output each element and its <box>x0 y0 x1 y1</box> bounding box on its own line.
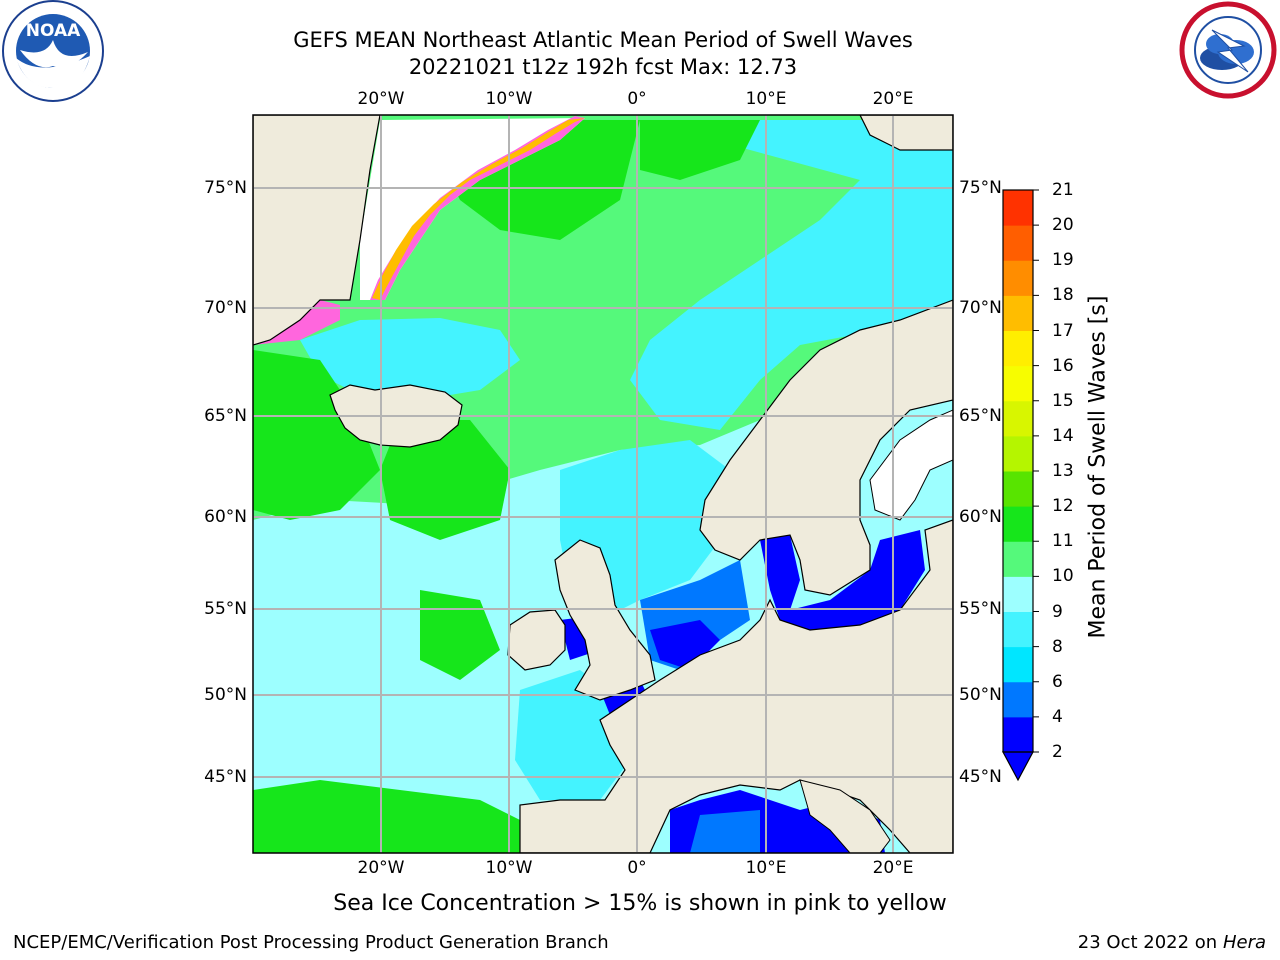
footer-date: 23 Oct 2022 on Hera <box>1078 932 1266 953</box>
colorbar-label: Mean Period of Swell Waves [s] <box>1085 295 1111 639</box>
lon-tick-top: 20°W <box>357 89 405 109</box>
colorbar-tick-label: 16 <box>1052 355 1074 376</box>
colorbar-segment <box>1003 260 1033 296</box>
lon-tick-bottom: 20°W <box>357 858 405 878</box>
colorbar-tick-label: 21 <box>1052 180 1074 200</box>
lon-tick-top: 10°W <box>485 89 533 109</box>
colorbar-tick-label: 6 <box>1052 671 1063 692</box>
lat-tick-right: 45°N <box>959 767 1002 787</box>
lat-tick-right: 55°N <box>959 599 1002 619</box>
colorbar-tick-label: 18 <box>1052 285 1074 306</box>
colorbar-tick-label: 8 <box>1052 636 1063 657</box>
colorbar-segment <box>1003 190 1033 226</box>
colorbar-tick-label: 10 <box>1052 566 1074 587</box>
colorbar-segment <box>1003 400 1033 437</box>
lat-tick-right: 70°N <box>959 298 1002 318</box>
colorbar-segment <box>1003 295 1033 331</box>
footer-credit: NCEP/EMC/Verification Post Processing Pr… <box>13 932 609 953</box>
colorbar-tick-label: 11 <box>1052 531 1074 552</box>
colorbar-tick-label: 13 <box>1052 461 1074 481</box>
colorbar-extend-arrow <box>1001 751 1035 782</box>
colorbar-tick-label: 2 <box>1052 742 1063 762</box>
noaa-logo: NOAA <box>2 0 104 102</box>
colorbar-segment <box>1003 576 1033 612</box>
noaa-logo-text: NOAA <box>26 21 81 41</box>
lat-tick-left: 65°N <box>204 406 247 426</box>
colorbar-segment <box>1003 365 1033 402</box>
colorbar-segment <box>1003 225 1033 261</box>
lat-tick-right: 60°N <box>959 507 1002 527</box>
colorbar-segment <box>1003 541 1033 577</box>
colorbar-segment <box>1003 471 1033 507</box>
colorbar-segment <box>1003 681 1033 718</box>
lon-tick-bottom: 10°E <box>745 858 787 878</box>
lat-tick-right: 50°N <box>959 685 1002 705</box>
lat-tick-left: 45°N <box>204 767 247 787</box>
lat-tick-left: 70°N <box>204 298 247 318</box>
footer-host: Hera <box>1222 932 1266 953</box>
colorbar-segment <box>1003 716 1033 753</box>
map-field <box>253 115 953 853</box>
colorbar-segment <box>1003 611 1033 648</box>
lon-tick-bottom: 0° <box>627 858 647 878</box>
chart-subtitle: 20221021 t12z 192h fcst Max: 12.73 <box>408 55 798 79</box>
lat-tick-left: 50°N <box>204 685 247 705</box>
colorbar-tick-label: 14 <box>1052 425 1074 446</box>
lat-tick-left: 75°N <box>204 178 247 198</box>
colorbar-segment <box>1003 646 1033 683</box>
colorbar-segment <box>1003 330 1033 367</box>
map-caption: Sea Ice Concentration > 15% is shown in … <box>333 891 947 916</box>
lat-tick-right: 75°N <box>959 178 1002 198</box>
colorbar-tick-label: 4 <box>1052 706 1063 727</box>
lon-tick-bottom: 20°E <box>872 858 914 878</box>
lon-tick-bottom: 10°W <box>485 858 533 878</box>
lat-tick-left: 55°N <box>204 599 247 619</box>
lon-tick-top: 10°E <box>745 89 787 109</box>
lat-tick-left: 60°N <box>204 507 247 527</box>
nws-logo <box>1179 1 1277 99</box>
colorbar-tick-label: 15 <box>1052 390 1074 411</box>
lon-tick-top: 0° <box>627 89 647 109</box>
colorbar-tick-label: 17 <box>1052 320 1074 341</box>
lat-tick-right: 65°N <box>959 406 1002 426</box>
lon-tick-top: 20°E <box>872 89 914 109</box>
colorbar-tick-label: 9 <box>1052 601 1063 622</box>
map-frame <box>252 114 954 854</box>
chart-title: GEFS MEAN Northeast Atlantic Mean Period… <box>293 28 913 52</box>
colorbar-tick-label: 19 <box>1052 250 1074 271</box>
colorbar-segment <box>1003 506 1033 542</box>
colorbar-segment <box>1003 435 1033 472</box>
colorbar-tick-label: 20 <box>1052 215 1074 236</box>
colorbar-tick-label: 12 <box>1052 496 1074 517</box>
footer-date-text: 23 Oct 2022 on <box>1077 932 1223 953</box>
